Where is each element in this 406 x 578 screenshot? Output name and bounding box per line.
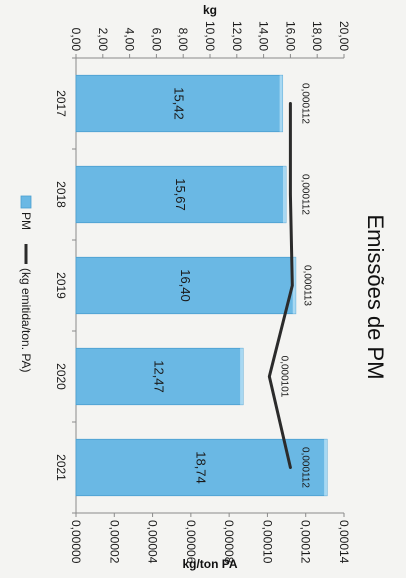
primary-tick-label: 16,00 [283,21,297,51]
primary-tick-label: 8,00 [176,28,190,52]
primary-tick-label: 10,00 [203,21,217,51]
intensity-point [289,102,292,105]
pm-bar-value-label: 15,42 [171,87,186,120]
secondary-tick-label: 0,00006 [184,520,198,564]
primary-tick-label: 6,00 [149,28,163,52]
pm-bar-highlight [279,75,283,132]
primary-tick-label: 0,00 [69,28,83,52]
primary-tick-label: 14,00 [257,21,271,51]
intensity-value-label: 0,000101 [278,356,289,398]
category-label: 2017 [54,90,68,117]
pm-bar-value-label: 12,47 [152,360,167,393]
category-label: 2020 [54,363,68,390]
intensity-value-label: 0,000112 [299,447,310,488]
primary-tick-label: 4,00 [123,28,137,52]
pm-bar-value-label: 18,74 [194,451,209,484]
pm-bar-highlight [324,439,328,496]
intensity-value-label: 0,000113 [301,265,312,306]
pm-bar-value-label: 16,40 [178,269,193,302]
legend-pm-label: PM [19,212,33,230]
pm-bar-value-label: 15,67 [173,178,188,211]
intensity-point [291,284,294,287]
secondary-tick-label: 0,00012 [299,520,313,564]
secondary-tick-label: 0,00010 [260,520,274,564]
primary-axis-title: kg [203,3,217,17]
intensity-value-label: 0,000112 [299,83,310,124]
pm-bar-highlight [240,348,244,405]
intensity-value-label: 0,000112 [299,174,310,215]
secondary-tick-label: 0,00014 [337,520,351,564]
legend-pm-swatch [20,195,32,209]
secondary-tick-label: 0,00004 [146,520,160,564]
primary-tick-label: 2,00 [96,28,110,52]
secondary-tick-label: 0,00002 [107,520,121,564]
primary-tick-label: 12,00 [230,21,244,51]
pm-bar [75,256,297,315]
category-label: 2019 [54,272,68,299]
secondary-tick-label: 0,00000 [69,520,83,564]
legend-line-label: (kg emitida/ton. PA) [19,268,33,372]
primary-tick-label: 18,00 [310,21,324,51]
primary-tick-label: 20,00 [337,21,351,51]
category-label: 2021 [54,454,68,481]
intensity-point [289,193,292,196]
intensity-point [289,466,292,469]
secondary-tick-label: 0,00008 [222,520,236,564]
pm-bar-highlight [282,166,286,223]
chart-rotated-group: Emissões de PM 0,00 2,00 4,00 6,00 8,00 10,00 1… [19,3,388,571]
chart-title: Emissões de PM [363,214,388,379]
secondary-axis-title: kg/ton PA [182,557,237,571]
intensity-point [268,375,271,378]
category-label: 2018 [54,181,68,208]
